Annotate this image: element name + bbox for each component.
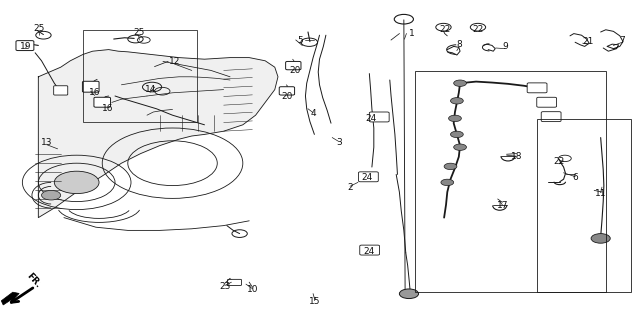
Text: 19: 19 bbox=[20, 42, 31, 51]
Text: 10: 10 bbox=[247, 285, 258, 294]
Text: 22: 22 bbox=[472, 25, 484, 34]
FancyBboxPatch shape bbox=[94, 97, 111, 107]
Text: 16: 16 bbox=[102, 104, 113, 113]
Text: 24: 24 bbox=[361, 173, 373, 182]
Text: 25: 25 bbox=[33, 24, 45, 33]
FancyBboxPatch shape bbox=[279, 87, 295, 95]
Circle shape bbox=[54, 171, 99, 194]
Text: 11: 11 bbox=[595, 189, 606, 198]
FancyBboxPatch shape bbox=[537, 97, 557, 107]
Circle shape bbox=[42, 190, 61, 200]
Circle shape bbox=[444, 163, 457, 170]
Circle shape bbox=[399, 289, 419, 299]
FancyBboxPatch shape bbox=[227, 279, 242, 285]
Text: FR.: FR. bbox=[24, 272, 42, 290]
Text: 5: 5 bbox=[298, 36, 303, 44]
Circle shape bbox=[441, 179, 454, 186]
Text: 3: 3 bbox=[336, 138, 341, 147]
Text: 8: 8 bbox=[456, 40, 461, 49]
Circle shape bbox=[450, 98, 463, 104]
Text: 17: 17 bbox=[497, 201, 508, 210]
Text: 25: 25 bbox=[133, 28, 144, 37]
FancyBboxPatch shape bbox=[16, 41, 34, 51]
Text: 9: 9 bbox=[502, 42, 507, 51]
Text: 6: 6 bbox=[573, 173, 578, 182]
Text: 22: 22 bbox=[439, 25, 450, 34]
Text: 14: 14 bbox=[144, 85, 156, 94]
Circle shape bbox=[591, 234, 610, 243]
Text: 1: 1 bbox=[410, 29, 415, 38]
FancyBboxPatch shape bbox=[358, 172, 378, 182]
Bar bbox=[537, 119, 631, 292]
Text: 16: 16 bbox=[89, 88, 100, 97]
FancyBboxPatch shape bbox=[82, 81, 99, 92]
FancyBboxPatch shape bbox=[360, 245, 380, 255]
Text: 18: 18 bbox=[511, 152, 522, 161]
Text: 7: 7 bbox=[620, 36, 625, 44]
FancyBboxPatch shape bbox=[54, 86, 68, 95]
Text: 12: 12 bbox=[169, 57, 180, 66]
Text: 24: 24 bbox=[366, 114, 377, 123]
Circle shape bbox=[454, 144, 466, 150]
Text: 13: 13 bbox=[41, 138, 52, 147]
Text: 24: 24 bbox=[363, 247, 374, 256]
Text: 20: 20 bbox=[281, 92, 293, 100]
Circle shape bbox=[454, 80, 466, 86]
Polygon shape bbox=[38, 50, 278, 218]
Polygon shape bbox=[1, 292, 19, 305]
Text: 21: 21 bbox=[582, 37, 594, 46]
FancyBboxPatch shape bbox=[527, 83, 547, 93]
Text: 20: 20 bbox=[289, 66, 301, 75]
Bar bbox=[83, 30, 197, 122]
Bar bbox=[415, 71, 606, 292]
FancyBboxPatch shape bbox=[369, 112, 389, 122]
FancyBboxPatch shape bbox=[541, 112, 561, 122]
Text: 23: 23 bbox=[219, 282, 231, 291]
FancyBboxPatch shape bbox=[286, 61, 301, 70]
Text: 15: 15 bbox=[309, 297, 320, 306]
Text: 22: 22 bbox=[553, 157, 565, 166]
Circle shape bbox=[450, 131, 463, 138]
Text: 4: 4 bbox=[311, 109, 316, 118]
Text: 2: 2 bbox=[348, 183, 353, 192]
Circle shape bbox=[449, 115, 461, 122]
